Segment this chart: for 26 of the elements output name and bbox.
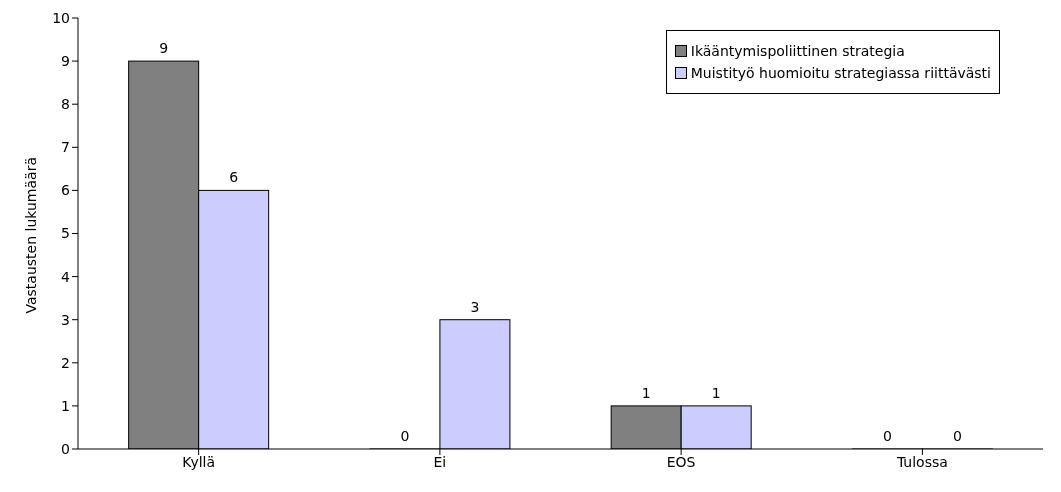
data-label: 3 bbox=[470, 298, 480, 315]
y-tick-label: 3 bbox=[61, 311, 70, 328]
x-tick-label: Kyllä bbox=[182, 453, 216, 470]
y-tick-label: 0 bbox=[61, 440, 70, 457]
data-label: 1 bbox=[641, 384, 651, 401]
y-tick-label: 8 bbox=[61, 96, 70, 113]
y-tick-label: 4 bbox=[61, 268, 71, 285]
data-label: 0 bbox=[882, 428, 892, 444]
legend-label: Muistityö huomioitu strategiassa riittävästi bbox=[690, 65, 991, 81]
x-tick-label: Tulossa bbox=[895, 453, 948, 470]
y-tick-label: 7 bbox=[61, 139, 70, 156]
data-label: 0 bbox=[952, 428, 962, 444]
y-tick-label: 10 bbox=[52, 9, 70, 26]
x-tick-label: Ei bbox=[433, 453, 447, 470]
y-tick-label: 6 bbox=[61, 182, 71, 199]
legend-label: Ikääntymispoliittinen strategia bbox=[690, 43, 905, 59]
data-label: 6 bbox=[229, 169, 239, 186]
y-tick-label: 9 bbox=[61, 53, 70, 70]
y-tick-label: 5 bbox=[61, 225, 70, 242]
y-tick-label: 2 bbox=[61, 354, 70, 371]
data-label: 0 bbox=[400, 428, 410, 444]
x-tick-label: EOS bbox=[666, 453, 696, 470]
data-label: 9 bbox=[159, 40, 169, 57]
y-tick-label: 1 bbox=[61, 397, 70, 414]
data-label: 1 bbox=[711, 384, 721, 401]
y-axis-title: Vastausten lukumäärä bbox=[22, 157, 39, 314]
